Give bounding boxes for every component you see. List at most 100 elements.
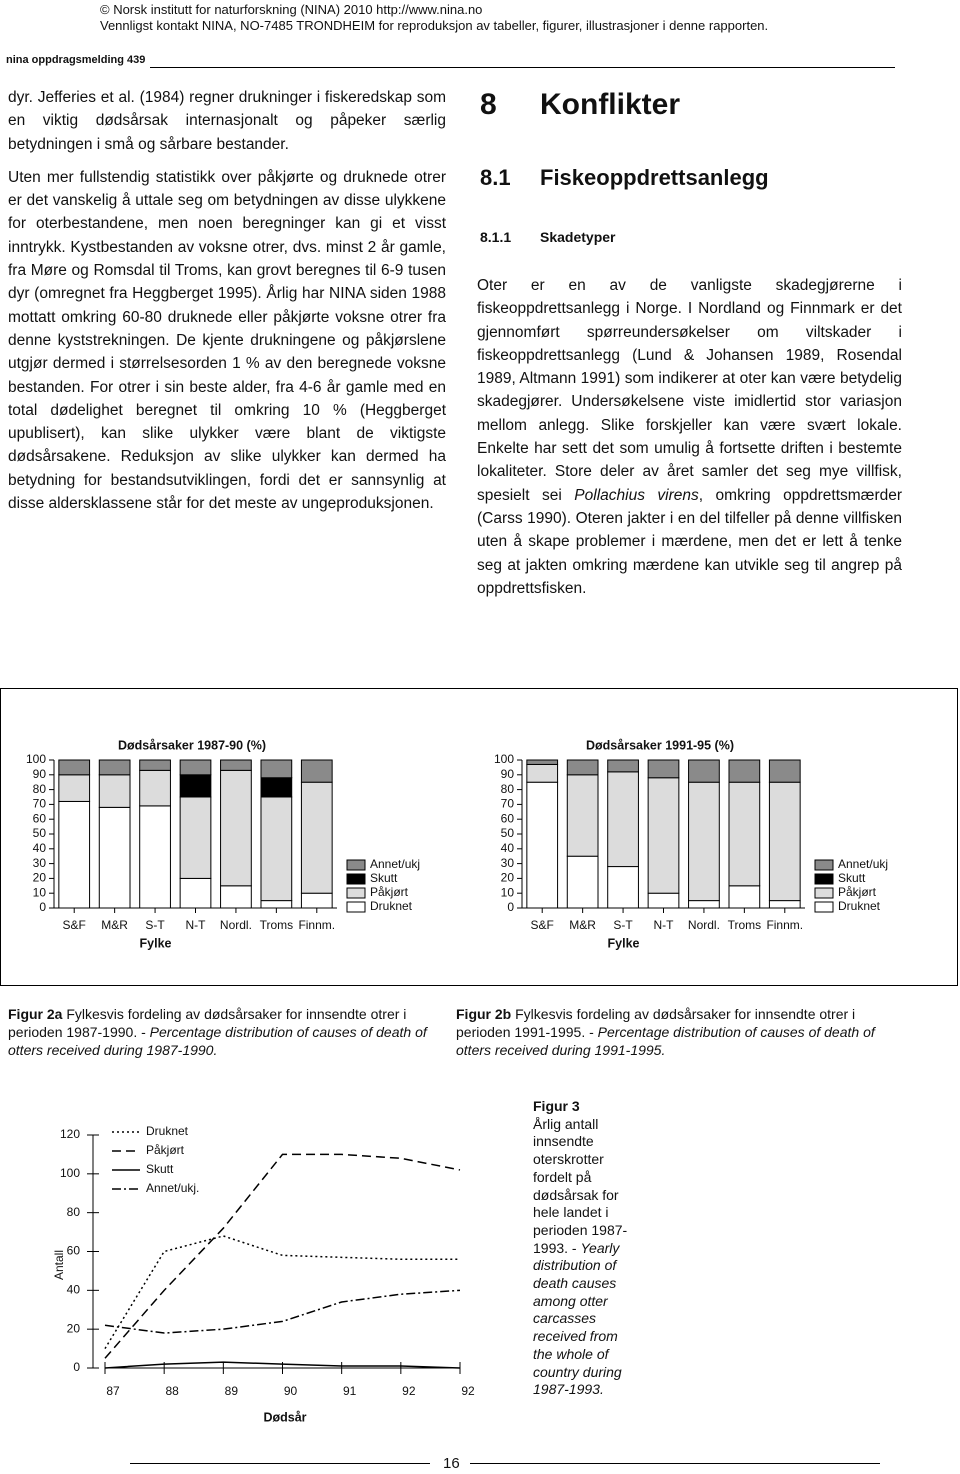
- legend-label: Druknet: [146, 1124, 189, 1138]
- legend-swatch: [814, 901, 834, 913]
- bar-segment: [179, 759, 212, 776]
- bar-segment: [647, 892, 680, 909]
- data-line: [104, 1361, 461, 1369]
- legend-label: Annet/ukj: [370, 857, 420, 871]
- caption-text: Fylkesvis fordeling av dødsårsaker for i…: [8, 1006, 407, 1040]
- y-tick-label: 90: [501, 767, 515, 781]
- chart: 0 20 40 60 80 100 120 87 88 89 90 91 92 92 Dødsår Antal…: [52, 1124, 475, 1424]
- x-tick-label: 91: [343, 1384, 357, 1398]
- x-tick-label: 92: [461, 1384, 475, 1398]
- bar-segment: [607, 771, 639, 868]
- y-tick-label: 50: [501, 826, 515, 840]
- legend-swatch: [346, 901, 366, 913]
- bar-segment: [260, 900, 293, 909]
- x-tick-label: 88: [165, 1384, 179, 1398]
- y-tick-label: 100: [494, 752, 514, 766]
- chart: Dødsårsaker 1991-95 (%) 01020304050607080…: [494, 738, 888, 950]
- bar-segment: [179, 877, 212, 909]
- bar-segment: [688, 759, 720, 783]
- bar-segment: [728, 885, 761, 909]
- legend-label: Skutt: [838, 871, 866, 885]
- x-tick-label: Nordl.: [220, 918, 252, 932]
- legend-swatch: [346, 873, 366, 885]
- legend-swatch: [814, 873, 834, 885]
- y-tick-label: 40: [33, 841, 47, 855]
- y-tick-label: 30: [501, 856, 515, 870]
- caption: Figur 2a Fylkesvis fordeling av dødsårsa…: [8, 1005, 448, 1059]
- y-tick-label: 10: [501, 885, 515, 899]
- x-tick-label: Troms: [728, 918, 762, 932]
- bar-segment: [566, 759, 599, 776]
- subsection-title: Skadetyper: [540, 229, 616, 245]
- caption-text: Fylkesvis fordeling av dødsårsaker for i…: [456, 1006, 856, 1040]
- section-number: 8.1: [480, 165, 511, 190]
- bar-segment: [768, 759, 801, 783]
- caption-translation: Percentage distribution of causes of dea…: [8, 1024, 427, 1058]
- paragraph: dyr. Jefferies et al. (1984) regner druk…: [8, 89, 446, 153]
- x-tick-label: Troms: [260, 918, 294, 932]
- bar-segment: [607, 866, 639, 909]
- bar-segment: [58, 774, 91, 802]
- bar-segment: [526, 759, 559, 765]
- bar-segment: [647, 759, 680, 779]
- y-tick-label: 90: [33, 767, 47, 781]
- bar-segment: [566, 774, 599, 857]
- x-tick-label: Finnm.: [298, 918, 335, 932]
- x-tick-label: M&R: [101, 918, 128, 932]
- bar-segment: [58, 800, 91, 909]
- data-line: [104, 1153, 461, 1359]
- caption-label: Figur 2a: [8, 1006, 63, 1022]
- y-tick-label: 80: [67, 1205, 81, 1219]
- caption-text: Årlig antall innsendte oterskrotter ford…: [533, 1115, 628, 1256]
- x-tick-label: 92: [402, 1384, 416, 1398]
- text: Oter er en av de vanligste skadegjørerne…: [477, 277, 902, 504]
- y-tick-label: 20: [33, 871, 47, 885]
- caption: Figur 3 Årlig antall innsendte oterskrott…: [533, 1098, 633, 1399]
- contact: Vennligst kontakt NINA, NO-7485 TRONDHEI…: [100, 18, 769, 33]
- bar-segment: [688, 900, 720, 909]
- x-tick-label: 89: [225, 1384, 239, 1398]
- bar-segment: [179, 774, 212, 798]
- bar-segment: [58, 759, 91, 776]
- y-tick-label: 60: [33, 811, 47, 825]
- y-tick-label: 0: [73, 1360, 80, 1374]
- legend-label: Påkjørt: [146, 1143, 185, 1157]
- legend-swatch: [346, 859, 366, 871]
- y-tick-label: 100: [60, 1166, 80, 1180]
- bar-segment: [260, 759, 293, 779]
- bar-segment: [139, 805, 171, 909]
- bar-segment: [300, 781, 333, 894]
- subsection-number: 8.1.1: [480, 229, 512, 245]
- chart-title: Dødsårsaker 1991-95 (%): [586, 738, 734, 752]
- x-tick-label: Finnm.: [766, 918, 803, 932]
- legend-label: Påkjørt: [838, 885, 877, 899]
- bar-segment: [139, 769, 171, 807]
- bar-segment: [526, 781, 559, 909]
- x-tick-label: 87: [106, 1384, 120, 1398]
- legend-swatch: [346, 887, 366, 899]
- chapter-title: Konflikter: [540, 88, 681, 121]
- species-name: Pollachius virens: [574, 486, 699, 504]
- bar-segment: [688, 781, 720, 902]
- copyright: © Norsk institutt for naturforskning (NI…: [100, 2, 483, 17]
- bar-segment: [300, 759, 333, 783]
- data-line: [104, 1289, 461, 1334]
- legend-swatch: [814, 887, 834, 899]
- bar-segment: [220, 769, 252, 887]
- x-tick-label: S-T: [145, 918, 165, 932]
- series-name: nina oppdragsmelding 439: [6, 54, 146, 66]
- bar-segment: [179, 796, 212, 879]
- data-line: [104, 1235, 460, 1349]
- y-tick-label: 20: [501, 871, 515, 885]
- left-column: dyr. Jefferies et al. (1984) regner druk…: [8, 86, 446, 525]
- y-tick-label: 50: [33, 826, 47, 840]
- bar-segment: [98, 759, 131, 776]
- bar-segment: [728, 759, 761, 783]
- y-tick-label: 100: [26, 752, 46, 766]
- legend-label: Skutt: [370, 871, 398, 885]
- y-axis-label: Antall: [52, 1250, 66, 1280]
- legend-label: Skutt: [146, 1162, 174, 1176]
- chapter-number: 8: [480, 88, 497, 121]
- caption-label: Figur 3: [533, 1098, 580, 1114]
